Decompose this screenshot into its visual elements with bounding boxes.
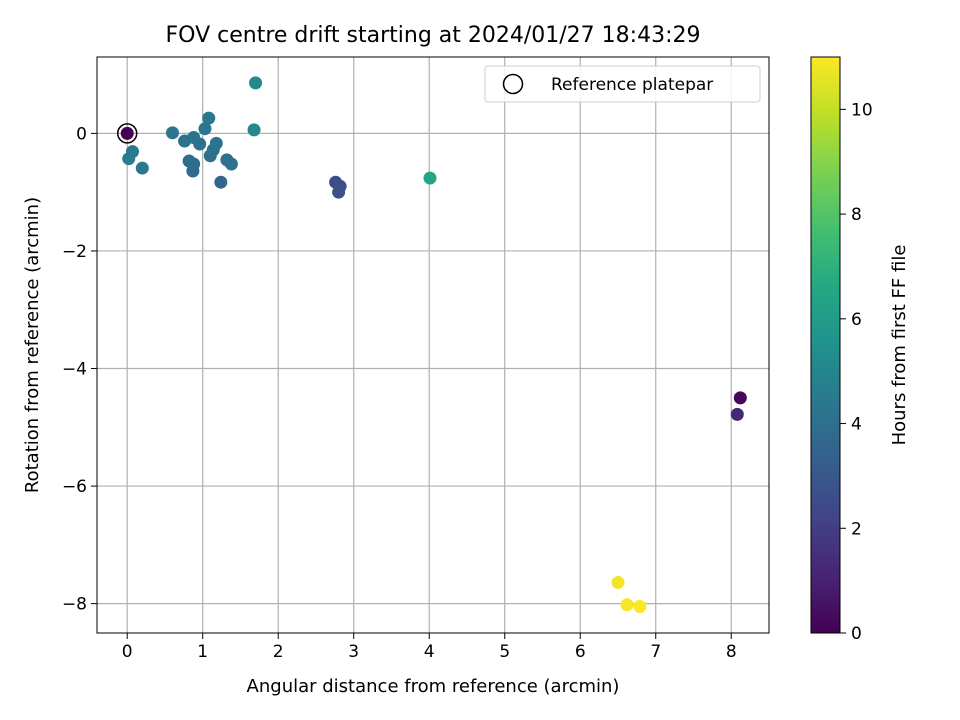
data-point	[166, 126, 180, 140]
colorbar-tick-label: 10	[851, 100, 873, 120]
x-tick-label: 1	[197, 642, 208, 662]
x-tick-label: 5	[499, 642, 510, 662]
data-points	[120, 76, 747, 614]
colorbar-label: Hours from first FF file	[889, 245, 910, 446]
x-axis-ticks: 0 1 2 3 4 5 6 7 8	[122, 633, 737, 662]
colorbar-tick-label: 8	[851, 205, 862, 225]
x-tick-label: 0	[122, 642, 133, 662]
colorbar-ticks: 0 2 4 6 8 10	[840, 100, 873, 644]
data-point	[633, 600, 647, 614]
y-tick-label: −6	[62, 477, 87, 497]
legend: Reference platepar	[484, 65, 761, 103]
y-tick-label: −4	[62, 360, 87, 380]
x-tick-label: 4	[424, 642, 435, 662]
y-tick-label: 0	[76, 124, 87, 144]
y-tick-label: −8	[62, 595, 87, 615]
data-point	[209, 136, 223, 150]
x-tick-label: 3	[348, 642, 359, 662]
data-point	[122, 152, 136, 166]
data-point	[224, 157, 238, 171]
colorbar-gradient	[811, 57, 840, 633]
data-point	[249, 76, 263, 90]
legend-box	[484, 65, 761, 103]
data-point	[135, 161, 149, 175]
data-point	[620, 598, 634, 612]
x-tick-label: 6	[575, 642, 586, 662]
colorbar: 0 2 4 6 8 10 Hours from first FF file	[810, 56, 910, 644]
legend-reference-icon	[502, 73, 524, 95]
data-point	[247, 123, 261, 137]
colorbar-tick-label: 2	[851, 519, 862, 539]
x-tick-label: 7	[650, 642, 661, 662]
data-point	[332, 185, 346, 199]
colorbar-tick-label: 0	[851, 624, 862, 644]
x-axis-label: Angular distance from reference (arcmin)	[247, 676, 620, 697]
data-point	[187, 131, 201, 145]
grid-lines	[97, 57, 769, 633]
data-point	[730, 407, 744, 421]
reference-marker-group	[116, 123, 138, 144]
y-axis-ticks: −8 −6 −4 −2 0	[62, 124, 97, 615]
chart-title: FOV centre drift starting at 2024/01/27 …	[166, 23, 701, 48]
x-tick-label: 8	[726, 642, 737, 662]
x-tick-label: 2	[273, 642, 284, 662]
y-axis-label: Rotation from reference (arcmin)	[22, 197, 43, 493]
colorbar-frame	[810, 56, 841, 634]
data-point	[423, 171, 437, 185]
y-tick-label: −2	[62, 242, 87, 262]
data-point	[202, 111, 216, 125]
data-point	[214, 175, 228, 189]
legend-entry-reference: Reference platepar	[551, 75, 713, 95]
reference-platepar-marker	[116, 123, 138, 144]
data-point	[611, 575, 625, 589]
data-point	[198, 122, 212, 136]
colorbar-tick-label: 4	[851, 415, 862, 435]
plot-frame	[96, 56, 770, 634]
data-point	[733, 391, 747, 405]
colorbar-tick-label: 6	[851, 310, 862, 330]
data-point	[120, 126, 134, 140]
data-point	[187, 157, 201, 171]
